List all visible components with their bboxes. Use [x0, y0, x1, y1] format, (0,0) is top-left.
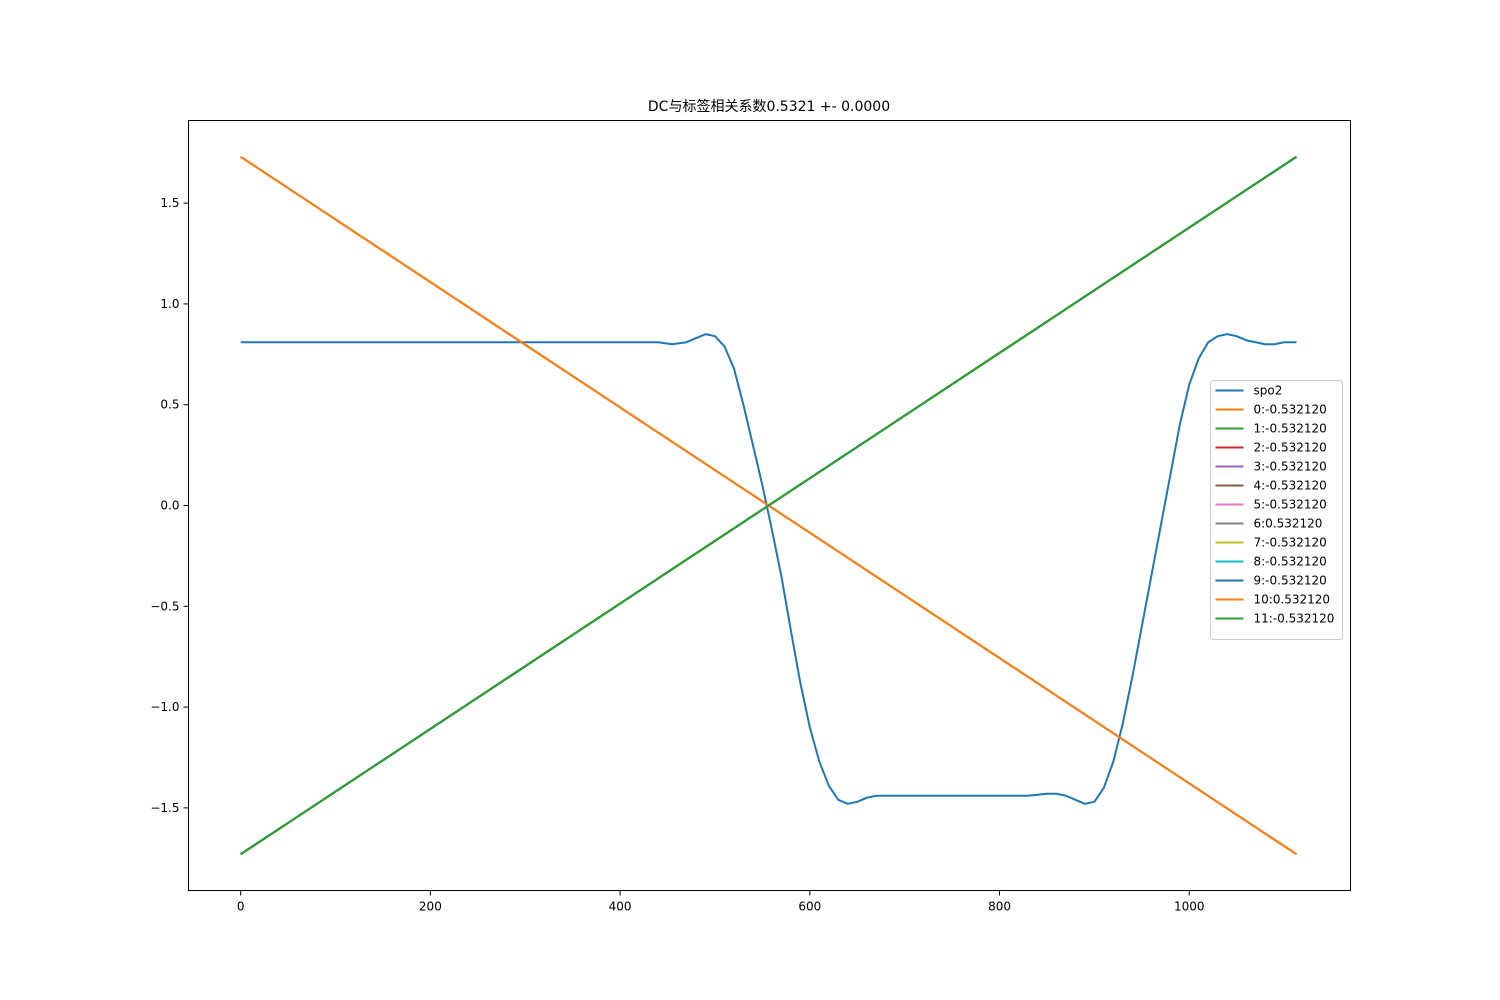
x-tick-label: 200 — [419, 900, 442, 914]
legend-entry: 2:-0.532120 — [1254, 441, 1327, 455]
legend-entry: 9:-0.532120 — [1254, 574, 1327, 588]
y-tick-label: 1.0 — [160, 297, 179, 311]
series-layer — [240, 155, 1297, 856]
legend-entry: 3:-0.532120 — [1254, 460, 1327, 474]
legend-entry: spo2 — [1254, 384, 1283, 398]
plot-frame — [188, 120, 1351, 891]
legend-entry: 11:-0.532120 — [1254, 612, 1335, 626]
legend-entry: 4:-0.532120 — [1254, 479, 1327, 493]
y-tick-label: −1.5 — [150, 801, 179, 815]
y-tick-label: 1.5 — [160, 196, 179, 210]
y-tick-label: −1.0 — [150, 700, 179, 714]
chart-title: DC与标签相关系数0.5321 +- 0.0000 — [648, 98, 890, 115]
y-tick-label: −0.5 — [150, 599, 179, 613]
x-tick-label: 400 — [609, 900, 632, 914]
y-tick-label: 0.0 — [160, 499, 179, 513]
y-axis: 1.5 1.0 0.5 0.0 −0.5 −1.0 −1.5 — [150, 196, 189, 815]
legend-entry: 7:-0.532120 — [1254, 536, 1327, 550]
x-tick-label: 600 — [798, 900, 821, 914]
legend-entry: 6:0.532120 — [1254, 517, 1323, 531]
y-tick-label: 0.5 — [160, 398, 179, 412]
legend-entry: 1:-0.532120 — [1254, 422, 1327, 436]
x-tick-label: 0 — [237, 900, 245, 914]
series-line-12 — [240, 155, 1297, 856]
series-line-0 — [240, 333, 1297, 805]
x-tick-label: 800 — [988, 900, 1011, 914]
legend-entry: 5:-0.532120 — [1254, 498, 1327, 512]
legend-entry: 0:-0.532120 — [1254, 403, 1327, 417]
legend: spo2 0:-0.532120 1:-0.532120 2:-0.532120 3:-… — [1210, 380, 1343, 640]
legend-entry: 10:0.532120 — [1254, 593, 1331, 607]
x-axis: 0 200 400 600 800 1000 — [237, 890, 1205, 914]
legend-entry: 8:-0.532120 — [1254, 555, 1327, 569]
legend-box — [1210, 380, 1343, 640]
x-tick-label: 1000 — [1174, 900, 1205, 914]
